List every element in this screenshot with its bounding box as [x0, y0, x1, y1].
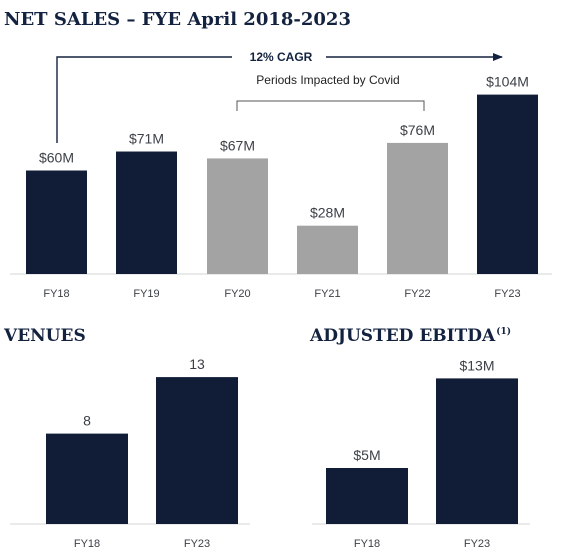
covid-label: Periods Impacted by Covid: [256, 73, 399, 87]
net-sales-tick-label: FY20: [224, 288, 250, 300]
cagr-arrow-left: [56, 56, 232, 143]
net-sales-bar-fy19: [116, 151, 177, 274]
venues-tick-label: FY18: [74, 538, 100, 550]
net-sales-bar-fy21: [297, 225, 358, 274]
venues-tick-label: FY23: [184, 538, 210, 550]
net-sales-value-label: $76M: [400, 122, 435, 138]
net-sales-value-label: $67M: [220, 137, 255, 153]
net-sales-bar-fy20: [207, 158, 268, 274]
venues-bar-fy18: [46, 433, 128, 524]
net-sales-bar-fy18: [26, 170, 87, 274]
ebitda-value-label: $5M: [353, 447, 380, 463]
venues-bar-fy23: [156, 377, 238, 524]
net-sales-value-label: $71M: [129, 131, 164, 147]
net-sales-tick-label: FY18: [43, 288, 69, 300]
net-sales-bar-fy23: [477, 94, 538, 274]
net-sales-bar-fy22: [387, 142, 448, 274]
cagr-annotation: 12% CAGR: [56, 50, 503, 143]
net-sales-tick-label: FY19: [133, 288, 159, 300]
venues-title: VENUES: [4, 326, 86, 346]
adjusted-ebitda-title-text: ADJUSTED EBITDA: [310, 326, 496, 346]
net-sales-value-label: $104M: [486, 74, 529, 90]
net-sales-tick-label: FY22: [404, 288, 430, 300]
ebitda-tick-label: FY23: [464, 538, 490, 550]
ebitda-value-label: $13M: [459, 357, 494, 373]
venues-chart: 8 FY18 13 FY23: [10, 356, 250, 550]
cagr-label: 12% CAGR: [250, 50, 313, 64]
venues-value-label: 8: [83, 413, 91, 429]
adjusted-ebitda-chart: $5M FY18 $13M FY23: [312, 357, 530, 550]
covid-annotation: Periods Impacted by Covid: [236, 73, 425, 111]
ebitda-tick-label: FY18: [354, 538, 380, 550]
ebitda-bar-fy23: [436, 378, 518, 524]
net-sales-value-label: $60M: [39, 150, 74, 166]
net-sales-title: NET SALES – FYE April 2018-2023: [4, 9, 351, 30]
adjusted-ebitda-title: ADJUSTED EBITDA(1): [310, 326, 511, 346]
net-sales-tick-label: FY23: [494, 288, 520, 300]
net-sales-tick-label: FY21: [314, 288, 340, 300]
covid-bracket: [236, 100, 425, 111]
footnote-marker: (1): [496, 327, 511, 337]
venues-value-label: 13: [189, 356, 205, 372]
ebitda-bar-fy18: [326, 468, 408, 524]
net-sales-chart: $60M FY18 $71M FY19 $67M FY20 $28M FY21 $76M FY22…: [10, 74, 552, 300]
net-sales-value-label: $28M: [310, 205, 345, 221]
